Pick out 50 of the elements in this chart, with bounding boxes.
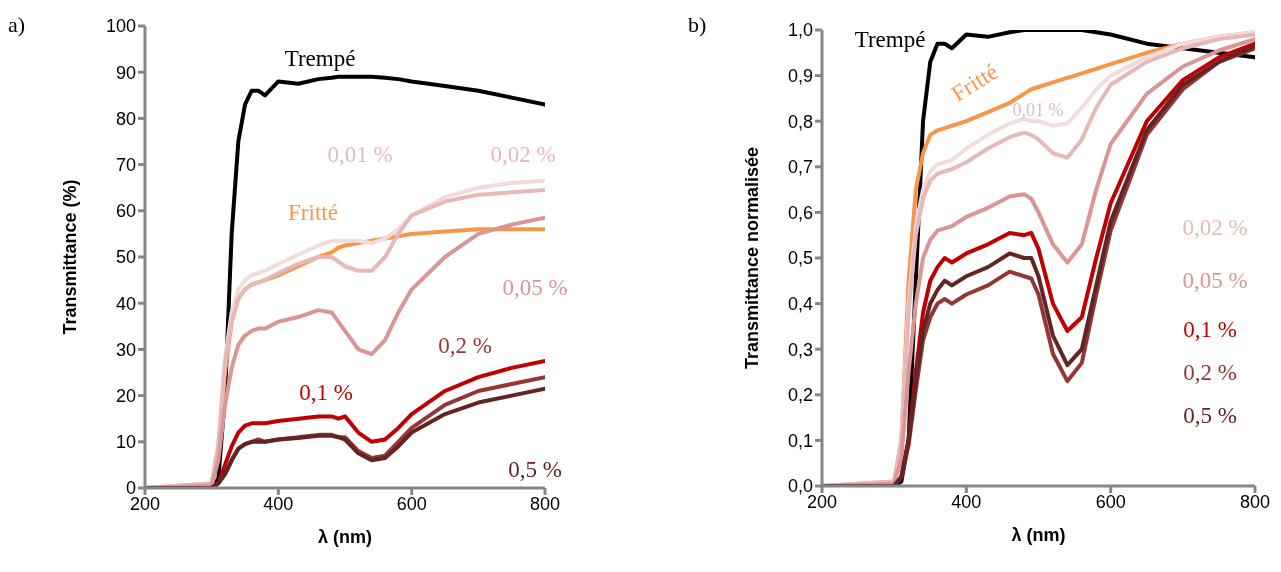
x-axis-title: λ (nm) bbox=[1011, 525, 1066, 545]
series-label: Trempé bbox=[854, 27, 926, 54]
series-label: Fritté bbox=[288, 200, 338, 227]
text: a) bbox=[8, 12, 26, 38]
text: 0,05 % bbox=[502, 275, 568, 302]
y-tick-label: 0,7 bbox=[787, 157, 813, 178]
y-tick-label: 1,0 bbox=[787, 20, 813, 41]
y-tick-label: 90 bbox=[115, 62, 136, 83]
series-label: 0,1 % bbox=[299, 380, 353, 407]
y-tick-label: 70 bbox=[115, 154, 136, 175]
y-tick-label: 0,9 bbox=[787, 65, 813, 86]
y-tick-label: 0,5 bbox=[787, 248, 813, 269]
x-axis-title: λ (nm) bbox=[318, 527, 373, 547]
series-label: 0,02 % bbox=[490, 142, 556, 169]
x-tick-label: 400 bbox=[951, 491, 982, 512]
text: b) bbox=[688, 12, 707, 38]
y-tick-label: 0,6 bbox=[787, 202, 813, 223]
series-label: Trempé bbox=[284, 46, 356, 73]
y-tick-label: 0,8 bbox=[787, 111, 813, 132]
x-tick-label: 800 bbox=[1239, 491, 1271, 512]
y-tick-label: 0,2 bbox=[787, 385, 813, 406]
y-axis-title: Transmittance normalisée bbox=[742, 146, 763, 370]
y-axis-title: Transmittance (%) bbox=[60, 179, 81, 335]
text: 0,1 % bbox=[1183, 317, 1237, 344]
y-tick-label: 0,3 bbox=[787, 339, 813, 360]
y-tick-label: 60 bbox=[115, 201, 136, 222]
text: Fritté bbox=[946, 58, 1004, 108]
y-tick-label: 10 bbox=[115, 432, 136, 453]
x-tick-label: 400 bbox=[263, 493, 294, 514]
text: 0,01 % bbox=[327, 142, 393, 169]
y-tick-label: 30 bbox=[115, 339, 136, 360]
x-tick-label: 200 bbox=[129, 493, 161, 514]
text: 0,2 % bbox=[1183, 360, 1237, 387]
text: 0,05 % bbox=[1182, 268, 1248, 295]
y-tick-label: 20 bbox=[115, 385, 136, 406]
x-tick-label: 200 bbox=[806, 491, 838, 512]
y-tick-label: 0,4 bbox=[787, 293, 813, 314]
y-tick-label: 0,1 bbox=[787, 430, 813, 451]
y-tick-label: 50 bbox=[115, 247, 136, 268]
y-tick-label: 80 bbox=[115, 108, 136, 129]
x-tick-label: 600 bbox=[1095, 491, 1126, 512]
text: 0,5 % bbox=[1183, 403, 1237, 430]
text: 0,5 % bbox=[508, 457, 562, 484]
series-label: 0,01 % bbox=[1012, 100, 1064, 121]
y-tick-label: 40 bbox=[115, 293, 136, 314]
series-label: 0,2 % bbox=[438, 333, 492, 360]
x-tick-label: 800 bbox=[529, 493, 561, 514]
y-tick-label: 100 bbox=[105, 16, 136, 37]
x-tick-label: 600 bbox=[396, 493, 427, 514]
text: 0,02 % bbox=[1182, 215, 1248, 242]
